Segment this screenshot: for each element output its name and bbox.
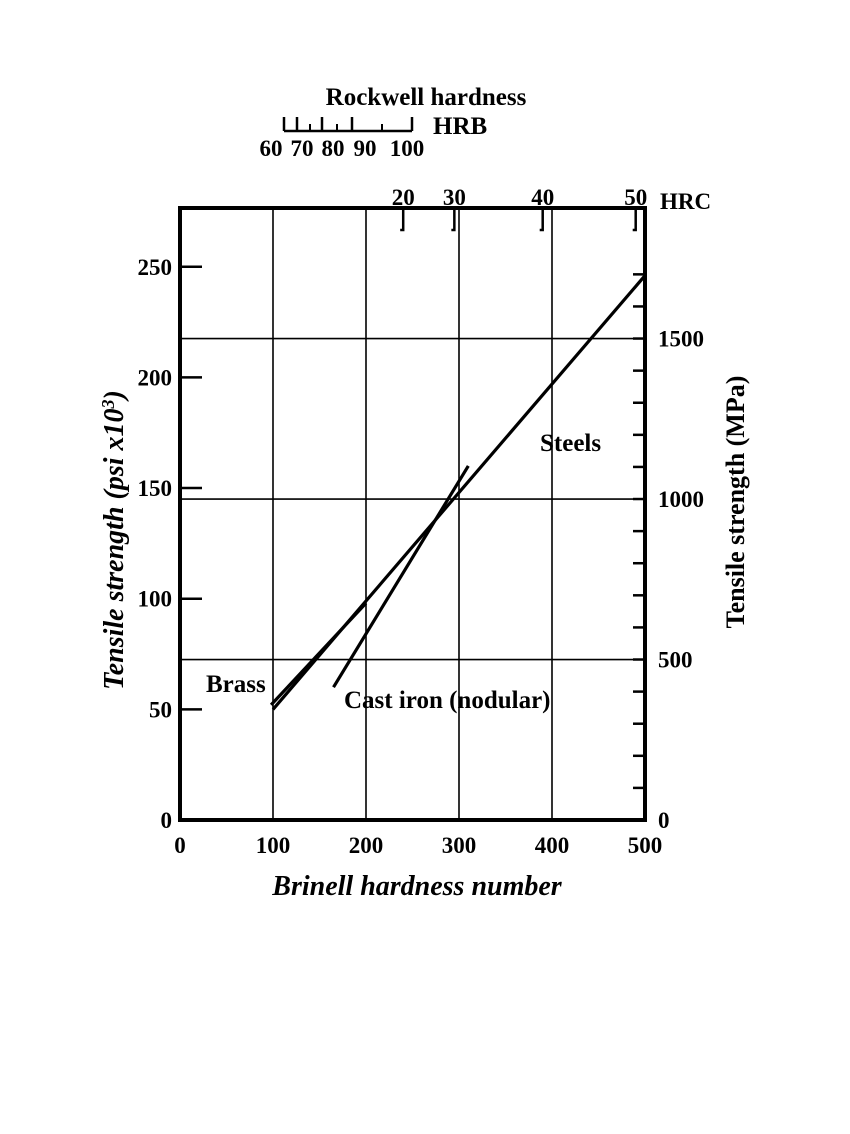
- hrc-tick-label-50: 50: [624, 185, 647, 210]
- x-tick-label-400: 400: [535, 833, 570, 858]
- y-left-axis-title: Tensile strength (psi x103): [98, 390, 130, 690]
- hrb-tick-label-100: 100: [390, 136, 425, 161]
- hrb-tick-label-60: 60: [260, 136, 283, 161]
- x-tick-label-200: 200: [349, 833, 384, 858]
- grid-lines: [180, 208, 645, 820]
- series-line-brass: [269, 602, 368, 706]
- y-left-tick-label-250: 250: [138, 255, 173, 280]
- hrc-tick-label-20: 20: [392, 185, 415, 210]
- series-line-cast-iron-nodular: [332, 465, 470, 689]
- hrb-label: HRB: [433, 113, 487, 140]
- y-right-tick-label-1000: 1000: [658, 487, 704, 512]
- x-tick-label-500: 500: [628, 833, 663, 858]
- series-label-steels: Steels: [540, 430, 601, 457]
- y-left-tick-label-100: 100: [138, 587, 173, 612]
- y-left-title-sup: 3: [98, 399, 118, 409]
- hrb-tick-label-70: 70: [291, 136, 314, 161]
- hrb-tick-label-80: 80: [322, 136, 345, 161]
- hrc-label: HRC: [660, 189, 711, 214]
- y-left-tick-label-50: 50: [149, 697, 172, 722]
- y-left-title-main: Tensile strength (psi x10: [99, 408, 130, 689]
- x-axis-title: Brinell hardness number: [271, 871, 563, 902]
- series-label-brass: Brass: [206, 671, 266, 698]
- hrb-tick-label-90: 90: [354, 136, 377, 161]
- x-tick-label-0: 0: [174, 833, 186, 858]
- plot-frame: [178, 206, 647, 822]
- hrb-title: Rockwell hardness: [326, 84, 527, 111]
- y-left-tick-label-200: 200: [138, 365, 173, 390]
- hrc-tick-40: [539, 208, 544, 232]
- y-left-tick-label-150: 150: [138, 476, 173, 501]
- series-lines: [269, 274, 647, 711]
- hrc-tick-20: [400, 208, 405, 232]
- hrc-tick-30: [451, 208, 456, 232]
- hrc-tick-50: [632, 208, 637, 232]
- hrc-tick-label-40: 40: [531, 185, 554, 210]
- hrc-tick-label-30: 30: [443, 185, 466, 210]
- y-left-title-close: ): [99, 390, 130, 402]
- hrb-scale: 60 70 80 90 100: [260, 117, 425, 161]
- y-right-tick-label-1500: 1500: [658, 327, 704, 352]
- x-tick-label-100: 100: [256, 833, 291, 858]
- series-label-cast-iron: Cast iron (nodular): [344, 687, 551, 714]
- y-right-tick-label-0: 0: [658, 808, 670, 833]
- x-tick-label-300: 300: [442, 833, 477, 858]
- y-left-tick-label-0: 0: [161, 808, 173, 833]
- axis-ticks: 0 100 200 300 400 500050100150200250050010001…: [138, 185, 705, 858]
- y-right-axis-title: Tensile strength (MPa): [721, 376, 750, 629]
- y-right-tick-label-500: 500: [658, 648, 693, 673]
